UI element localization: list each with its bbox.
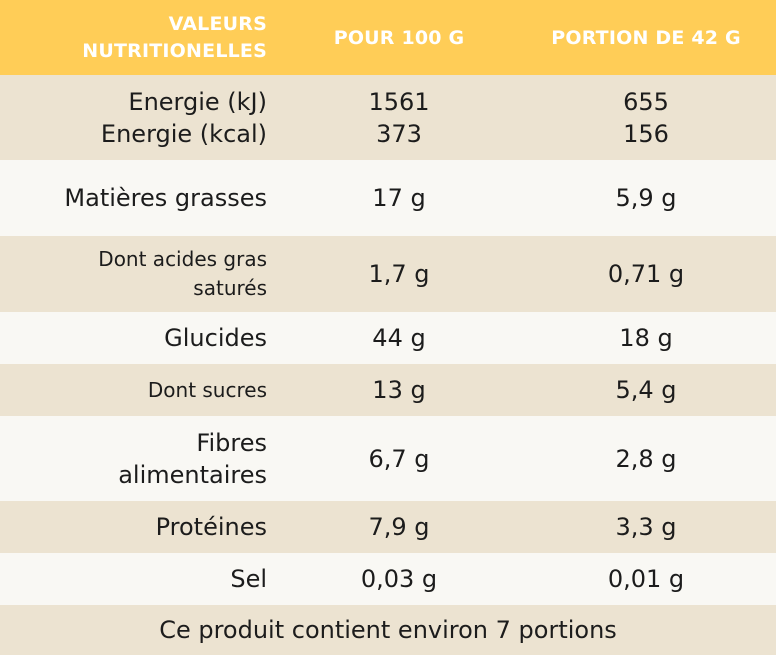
table-row: Glucides 44 g 18 g	[0, 312, 776, 364]
table-footer: Ce produit contient environ 7 portions	[0, 605, 776, 655]
value-per100-carbohydrates: 44 g	[372, 324, 426, 352]
table-header: VALEURS NUTRITIONELLES POUR 100 G PORTIO…	[0, 0, 776, 75]
value-per100-saturated-fat: 1,7 g	[368, 260, 430, 288]
row-label-saturated-fat: Dont acides gras saturés	[98, 247, 267, 300]
value-per100-energy-kcal: 373	[376, 119, 422, 148]
row-label-carbohydrates: Glucides	[164, 324, 267, 352]
value-portion-energy-kcal: 156	[623, 119, 669, 148]
table-row: Matières grasses 17 g 5,9 g	[0, 160, 776, 236]
table-row: Sel 0,03 g 0,01 g	[0, 553, 776, 605]
row-label-fat: Matières grasses	[64, 184, 267, 212]
header-per-portion: PORTION DE 42 G	[551, 26, 741, 49]
table-row: Dont acides gras saturés 1,7 g 0,71 g	[0, 236, 776, 312]
header-per-100g: POUR 100 G	[333, 26, 465, 49]
table-row: Dont sucres 13 g 5,4 g	[0, 364, 776, 416]
header-col1-line1: VALEURS	[168, 12, 267, 35]
value-portion-saturated-fat: 0,71 g	[607, 260, 685, 288]
header-nutrition-values: VALEURS NUTRITIONELLES	[0, 0, 267, 75]
value-portion-carbohydrates: 18 g	[619, 324, 673, 352]
table-row-energy: Energie (kJ) Energie (kcal) 1561 373 655…	[0, 75, 776, 160]
value-per100-fibre: 6,7 g	[368, 444, 430, 473]
row-label-salt: Sel	[230, 565, 267, 593]
value-portion-energy-kj: 655	[623, 87, 669, 116]
value-portion-fibre: 2,8 g	[615, 444, 677, 473]
row-label-energy-kcal: Energie (kcal)	[100, 119, 267, 148]
value-per100-salt: 0,03 g	[360, 565, 438, 593]
row-label-protein: Protéines	[155, 513, 267, 541]
value-portion-sugars: 5,4 g	[615, 376, 677, 404]
table-row: Protéines 7,9 g 3,3 g	[0, 501, 776, 553]
header-col1-line2: NUTRITIONELLES	[82, 39, 267, 62]
value-per100-energy-kj: 1561	[368, 87, 430, 116]
value-per100-fat: 17 g	[372, 184, 426, 212]
row-label-energy-kj: Energie (kJ)	[128, 87, 267, 116]
value-portion-fat: 5,9 g	[615, 184, 677, 212]
value-per100-sugars: 13 g	[372, 376, 426, 404]
value-per100-protein: 7,9 g	[368, 513, 430, 541]
table-row: Fibres alimentaires 6,7 g 2,8 g	[0, 416, 776, 501]
value-portion-salt: 0,01 g	[607, 565, 685, 593]
portions-note: Ce produit contient environ 7 portions	[159, 616, 617, 644]
value-portion-protein: 3,3 g	[615, 513, 677, 541]
row-label-sugars: Dont sucres	[147, 377, 267, 402]
row-label-fibre: Fibres alimentaires	[118, 428, 267, 489]
